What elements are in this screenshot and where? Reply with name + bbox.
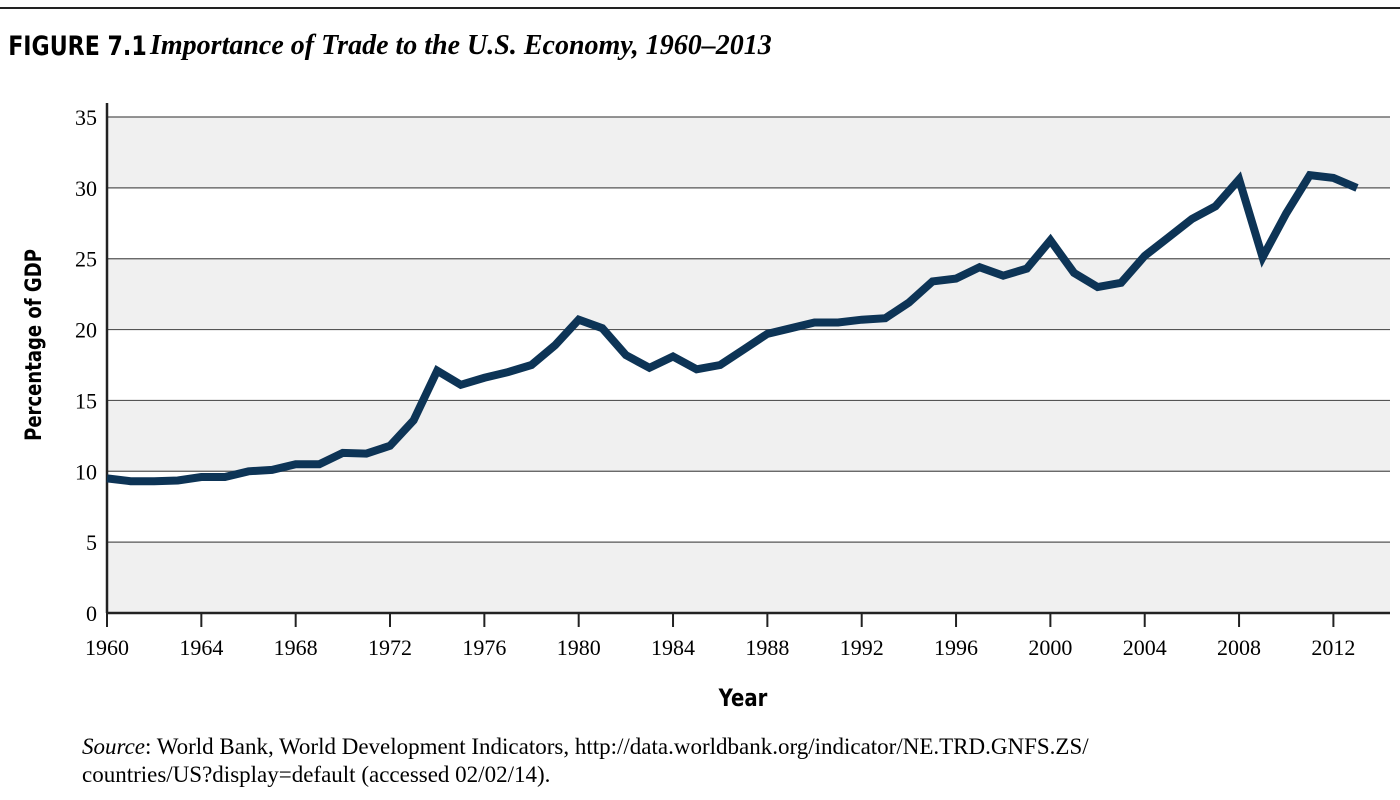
x-tick-label: 1968: [274, 635, 318, 660]
band: [107, 258, 1390, 330]
y-tick-label: 35: [75, 105, 97, 130]
y-tick-label: 0: [86, 601, 97, 626]
x-tick-label: 1984: [651, 635, 695, 660]
source-text: : World Bank, World Development Indicato…: [145, 734, 1089, 759]
x-tick-label: 1972: [368, 635, 412, 660]
y-tick-label: 20: [75, 318, 97, 343]
x-tick-label: 1996: [934, 635, 978, 660]
data-line: [106, 170, 1359, 486]
band: [107, 542, 1390, 613]
chart-title: Importance of Trade to the U.S. Economy,…: [149, 30, 772, 61]
plot-area: 0 5 10 15 20 25 30 35 1960 1964 1968 1972 1976 1980 19…: [75, 103, 1390, 660]
x-tick-label: 1988: [745, 635, 789, 660]
source-text: countries/US?display=default (accessed 0…: [82, 762, 550, 787]
x-tick-label: 1964: [179, 635, 223, 660]
x-tick-label: 1992: [840, 635, 884, 660]
source-label: Source: [82, 734, 145, 759]
x-tick-label: 1976: [462, 635, 506, 660]
x-tick-label: 2004: [1123, 635, 1167, 660]
x-tick-label: 2012: [1311, 635, 1355, 660]
y-axis-label: Percentage of GDP: [20, 249, 46, 441]
source-note: Source: World Bank, World Development In…: [82, 734, 1089, 759]
y-tick-label: 25: [75, 247, 97, 272]
x-tick-label: 1980: [557, 635, 601, 660]
x-axis-label: Year: [718, 685, 768, 712]
y-tick-label: 10: [75, 459, 97, 484]
y-tick-label: 5: [86, 530, 97, 555]
x-tick-label: 2008: [1217, 635, 1261, 660]
x-tick-label: 1960: [85, 635, 129, 660]
y-tick-label: 15: [75, 388, 97, 413]
band: [107, 117, 1390, 188]
figure-label: FIGURE 7.1: [8, 30, 147, 62]
x-tick-label: 2000: [1028, 635, 1072, 660]
y-tick-label: 30: [75, 176, 97, 201]
